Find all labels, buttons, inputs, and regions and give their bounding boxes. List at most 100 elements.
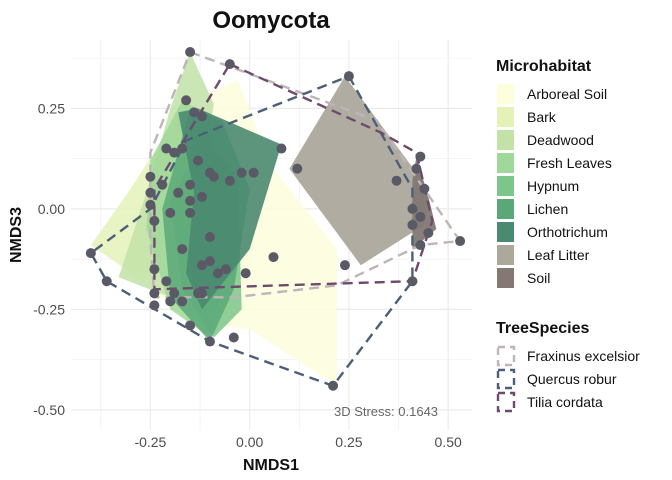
tree-hull-tilia-cordata	[153, 62, 434, 291]
data-point	[145, 171, 156, 182]
data-point	[177, 244, 188, 255]
legend-label: Tilia cordata	[527, 394, 603, 410]
data-point	[161, 276, 172, 287]
data-point	[177, 296, 188, 307]
data-point	[407, 276, 418, 287]
data-point	[101, 276, 112, 287]
y-tick-label: -0.25	[33, 301, 65, 317]
legend-swatch	[497, 107, 514, 127]
data-point	[185, 320, 196, 331]
data-points	[85, 47, 466, 391]
x-tick-label: 0.00	[236, 434, 263, 450]
hull-soil	[412, 156, 437, 250]
data-point	[339, 260, 350, 271]
legend-treespecies: Fraxinus excelsior Quercus robur Tilia cor…	[496, 345, 640, 413]
data-point	[419, 183, 430, 194]
y-tick-label: 0.25	[38, 100, 65, 116]
data-point	[236, 167, 247, 178]
legend-label: Deadwood	[527, 132, 594, 148]
data-point	[197, 191, 208, 202]
data-point	[248, 167, 259, 178]
data-point	[149, 288, 160, 299]
legend-swatch	[497, 222, 514, 242]
legend-label: Bark	[527, 109, 557, 125]
data-point	[415, 211, 426, 222]
legend-microhabitat: Arboreal Soil Bark Deadwood Fresh Leaves Hyp…	[497, 84, 612, 288]
legend-label: Arboreal Soil	[527, 86, 607, 102]
data-point	[149, 300, 160, 311]
legend-microhabitat-title: Microhabitat	[496, 58, 592, 75]
legend-label: Fraxinus excelsior	[527, 348, 640, 364]
legend-label: Leaf Litter	[527, 247, 590, 263]
data-point	[145, 187, 156, 198]
data-point	[185, 195, 196, 206]
data-point	[328, 380, 339, 391]
data-point	[149, 215, 160, 226]
data-point	[204, 232, 215, 243]
legend-label: Lichen	[527, 201, 568, 217]
microhabitat-hulls	[90, 52, 437, 386]
legend-label: Fresh Leaves	[527, 155, 612, 171]
data-point	[212, 268, 223, 279]
data-point	[411, 163, 422, 174]
x-tick-label: 0.50	[435, 434, 462, 450]
y-axis-title: NMDS3	[8, 207, 25, 263]
data-point	[185, 47, 196, 58]
legend-swatch	[497, 130, 514, 150]
legend-label: Hypnum	[527, 178, 579, 194]
x-tick-label: 0.25	[335, 434, 362, 450]
legend-swatch	[497, 245, 514, 265]
data-point	[181, 95, 192, 106]
hull-orthotrichum	[178, 108, 282, 310]
legend-swatch	[497, 199, 514, 219]
data-point	[185, 179, 196, 190]
data-point	[85, 248, 96, 259]
data-point	[423, 227, 434, 238]
data-point	[189, 107, 200, 118]
data-point	[228, 332, 239, 343]
data-point	[391, 175, 402, 186]
legend-swatch	[496, 391, 516, 413]
data-point	[149, 264, 160, 275]
data-point	[157, 179, 168, 190]
hull-leaf-litter	[289, 76, 429, 266]
y-tick-label: -0.50	[33, 402, 65, 418]
legend-treespecies-title: TreeSpecies	[496, 320, 590, 337]
data-point	[173, 187, 184, 198]
data-point	[292, 163, 303, 174]
data-point	[208, 171, 219, 182]
legend-label: Quercus robur	[527, 371, 617, 387]
data-point	[161, 143, 172, 154]
data-point	[169, 147, 180, 158]
data-point	[268, 252, 279, 263]
data-point	[415, 151, 426, 162]
data-point	[165, 296, 176, 307]
chart-title: Oomycota	[212, 7, 330, 34]
legend-swatch	[497, 84, 514, 104]
legend-label: Orthotrichum	[527, 224, 608, 240]
data-point	[240, 268, 251, 279]
data-point	[169, 288, 180, 299]
y-axis-ticks: -0.50 -0.25 0.00 0.25	[33, 100, 65, 418]
data-point	[197, 111, 208, 122]
x-axis-title: NMDS1	[243, 457, 299, 474]
data-point	[407, 219, 418, 230]
data-point	[204, 256, 215, 267]
x-tick-label: -0.25	[134, 434, 166, 450]
data-point	[343, 71, 354, 82]
data-point	[224, 175, 235, 186]
data-point	[204, 336, 215, 347]
data-point	[197, 288, 208, 299]
data-point	[145, 199, 156, 210]
legend-swatch	[497, 268, 514, 288]
data-point	[193, 155, 204, 166]
data-point	[185, 207, 196, 218]
data-point	[415, 240, 426, 251]
data-point	[276, 143, 287, 154]
legend-swatch	[496, 345, 516, 367]
legend-swatch	[496, 368, 516, 390]
data-point	[224, 59, 235, 70]
data-point	[197, 260, 208, 271]
stress-annotation: 3D Stress: 0.1643	[334, 404, 438, 419]
